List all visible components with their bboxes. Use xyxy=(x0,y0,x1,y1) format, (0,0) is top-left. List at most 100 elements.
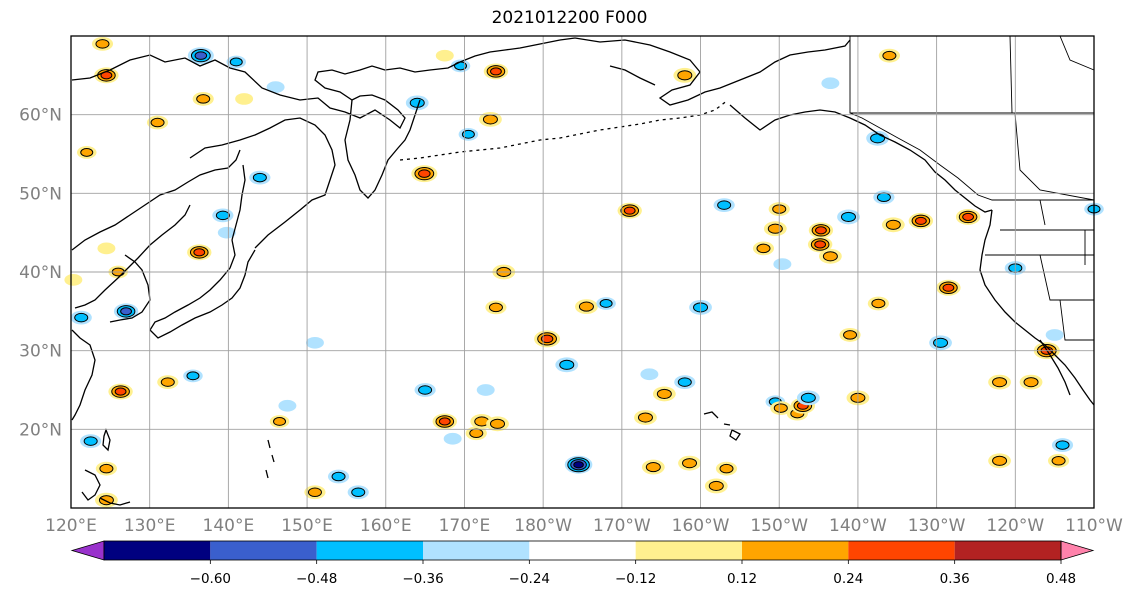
anomaly-level xyxy=(623,206,636,215)
anomaly-blob xyxy=(674,375,696,390)
anomaly-level xyxy=(1055,440,1070,450)
anomaly-blob xyxy=(414,383,436,397)
anomaly-level xyxy=(229,57,243,67)
anomaly-level xyxy=(815,226,827,235)
anomaly-blob xyxy=(634,410,657,425)
anomaly-blob xyxy=(108,383,133,400)
longitude-label: 160°W xyxy=(672,516,730,536)
coastline-hawaii xyxy=(703,411,741,441)
anomaly-level xyxy=(418,385,433,395)
anomaly-blob xyxy=(157,375,179,390)
anomaly-level xyxy=(677,377,692,387)
province-borders xyxy=(1009,35,1095,201)
us-state-borders xyxy=(985,199,1094,341)
anomaly-blob xyxy=(113,303,139,320)
anomaly-level xyxy=(80,148,94,157)
longitude-label: 120°W xyxy=(986,516,1044,536)
anomaly-blob xyxy=(867,296,889,311)
anomaly-level xyxy=(942,283,955,292)
colorbar-tick-label: 0.24 xyxy=(833,571,863,587)
coastline-japan xyxy=(149,239,256,339)
anomaly-blob xyxy=(443,432,462,445)
longitude-label: 150°W xyxy=(750,516,808,536)
anomaly-level xyxy=(1051,456,1066,466)
anomaly-blob xyxy=(1048,453,1070,468)
anomaly-level xyxy=(637,412,653,423)
anomaly-blob xyxy=(988,374,1011,390)
coastline-baja xyxy=(1039,339,1071,396)
colorbar-tick-label: −0.48 xyxy=(296,571,337,587)
coastline-sakhalin xyxy=(231,164,246,241)
anomaly-blob xyxy=(465,426,487,441)
anomaly-blob xyxy=(95,461,117,476)
anomaly-blob xyxy=(929,335,952,351)
colorbar-segment xyxy=(848,541,955,560)
anomaly-blob xyxy=(97,242,116,255)
anomaly-level xyxy=(677,70,693,81)
anomaly-level xyxy=(305,336,324,349)
anomaly-blob xyxy=(988,453,1011,469)
colorbar-segment xyxy=(742,541,849,560)
anomaly-level xyxy=(490,418,506,429)
longitude-label: 170°W xyxy=(593,516,651,536)
anomaly-blob xyxy=(770,401,792,415)
longitude-label: 130°W xyxy=(908,516,966,536)
anomaly-blob xyxy=(640,368,659,381)
anomaly-blob xyxy=(146,115,169,130)
anomaly-blob xyxy=(70,310,92,325)
anomaly-blob xyxy=(327,469,350,484)
coastline-aleutians xyxy=(399,99,729,161)
anomaly-level xyxy=(331,471,346,482)
anomaly-blob xyxy=(617,202,642,219)
anomaly-level xyxy=(870,133,886,144)
longitude-label: 180°W xyxy=(514,516,572,536)
anomaly-blob xyxy=(95,492,118,508)
anomaly-level xyxy=(717,200,732,210)
anomaly-level xyxy=(409,97,425,108)
anomaly-blob xyxy=(564,455,593,474)
anomaly-blob xyxy=(713,198,735,213)
colorbar-segment xyxy=(423,541,530,560)
anomaly-blob xyxy=(873,190,895,205)
anomaly-level xyxy=(645,462,661,473)
anomaly-blob xyxy=(483,63,509,80)
alaska-bc-border xyxy=(849,112,1094,201)
anomaly-blob xyxy=(486,416,509,432)
anomaly-level xyxy=(193,248,206,257)
coastline-china-east xyxy=(71,329,96,421)
anomaly-blob xyxy=(187,47,214,65)
anomaly-level xyxy=(97,242,116,255)
canada-us-border xyxy=(849,36,1094,114)
anomaly-blob xyxy=(763,221,787,237)
anomaly-blob xyxy=(596,297,616,310)
anomaly-level xyxy=(186,371,200,381)
anomaly-level xyxy=(871,298,886,309)
anomaly-level xyxy=(992,455,1008,466)
anomaly-blob xyxy=(808,222,834,239)
anomaly-level xyxy=(469,428,484,439)
anomaly-blob xyxy=(76,146,97,159)
anomaly-level xyxy=(962,212,975,221)
map-frame xyxy=(70,35,1095,509)
anomaly-level xyxy=(273,417,287,426)
anomaly-level xyxy=(476,384,495,396)
coastline-philippines xyxy=(81,469,131,506)
colorbar-segment xyxy=(635,541,742,560)
latitude-label: 20°N xyxy=(19,420,62,440)
latitude-label: 60°N xyxy=(19,106,62,126)
colorbar-frame xyxy=(103,540,1062,561)
coastline-asia-north xyxy=(71,37,576,130)
longitude-label: 170°E xyxy=(439,516,491,536)
colorbar-segment xyxy=(954,541,1061,560)
anomaly-blob xyxy=(183,369,203,383)
anomaly-blob xyxy=(807,236,833,253)
anomaly-blob xyxy=(652,386,676,402)
anomaly-blob xyxy=(839,328,861,342)
anomaly-level xyxy=(266,81,285,93)
anomaly-blob xyxy=(837,209,860,225)
anomaly-blob xyxy=(91,36,114,51)
anomaly-level xyxy=(914,216,927,225)
anomaly-level xyxy=(114,387,127,396)
anomaly-blob xyxy=(411,165,438,183)
anomaly-level xyxy=(540,334,554,344)
